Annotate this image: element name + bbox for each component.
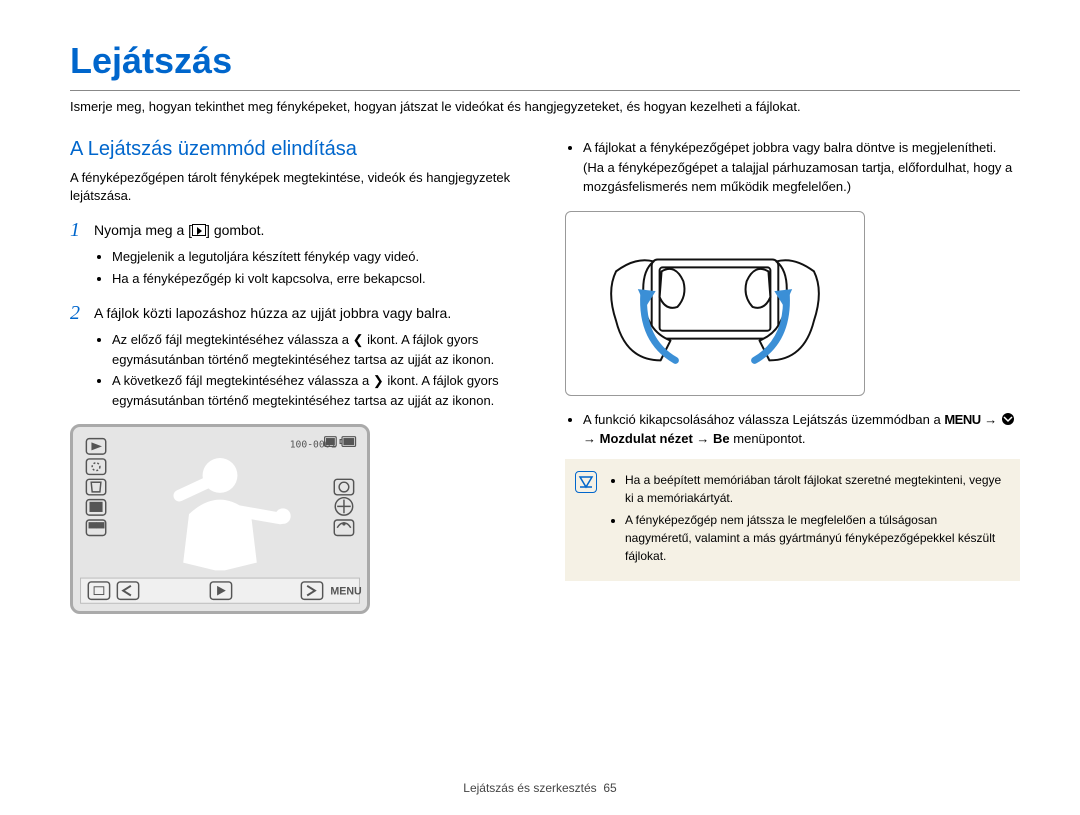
note-item: Ha a beépített memóriában tárolt fájloka… bbox=[625, 471, 1006, 507]
note-item: A fényképezőgép nem játssza le megfelelő… bbox=[625, 511, 1006, 565]
camera-tilt-figure bbox=[565, 211, 865, 396]
left-column: A Lejátszás üzemmód elindítása A fénykép… bbox=[70, 138, 525, 614]
section-title: A Lejátszás üzemmód elindítása bbox=[70, 138, 525, 161]
substep: A következő fájl megtekintéséhez válassz… bbox=[112, 371, 525, 410]
note-icon bbox=[575, 471, 597, 493]
step-number: 1 bbox=[70, 219, 94, 241]
right-bullets-2: A funkció kikapcsolásához válassza Leját… bbox=[583, 410, 1020, 449]
step-2: 2 A fájlok közti lapozáshoz húzza az ujj… bbox=[70, 302, 525, 324]
play-icon bbox=[192, 224, 206, 236]
page-title: Lejátszás bbox=[70, 40, 1020, 82]
right-bullets: A fájlokat a fényképezőgépet jobbra vagy… bbox=[583, 138, 1020, 197]
right-bullet: A funkció kikapcsolásához válassza Leját… bbox=[583, 410, 1020, 449]
step-text: A fájlok közti lapozáshoz húzza az ujját… bbox=[94, 302, 451, 324]
right-bullet: A fájlokat a fényképezőgépet jobbra vagy… bbox=[583, 138, 1020, 197]
substep: Megjelenik a legutoljára készített fényk… bbox=[112, 247, 525, 267]
right-column: A fájlokat a fényképezőgépet jobbra vagy… bbox=[565, 138, 1020, 614]
substep: Ha a fényképezőgép ki volt kapcsolva, er… bbox=[112, 269, 525, 289]
bold-text: Mozdulat nézet bbox=[600, 431, 693, 446]
title-divider bbox=[70, 90, 1020, 91]
footer-text: Lejátszás és szerkesztés bbox=[463, 781, 596, 795]
menu-label: MENU bbox=[330, 586, 362, 598]
down-chevron-icon bbox=[1001, 412, 1015, 427]
substep: Az előző fájl megtekintéséhez válassza a… bbox=[112, 330, 525, 369]
step1-post: ] gombot. bbox=[206, 222, 264, 238]
intro-text: Ismerje meg, hogyan tekinthet meg fényké… bbox=[70, 99, 1020, 114]
section-desc: A fényképezőgépen tárolt fényképek megte… bbox=[70, 169, 525, 205]
page-footer: Lejátszás és szerkesztés 65 bbox=[0, 781, 1080, 795]
step-1-substeps: Megjelenik a legutoljára készített fényk… bbox=[112, 247, 525, 288]
page-number: 65 bbox=[603, 781, 616, 795]
step-1: 1 Nyomja meg a [ ] gombot. bbox=[70, 219, 525, 241]
step1-pre: Nyomja meg a [ bbox=[94, 222, 192, 238]
camera-lcd-figure: 100-0001 bbox=[70, 424, 370, 614]
content-columns: A Lejátszás üzemmód elindítása A fénykép… bbox=[70, 138, 1020, 614]
bullet2-end: menüpontot. bbox=[730, 431, 806, 446]
step-2-substeps: Az előző fájl megtekintéséhez válassza a… bbox=[112, 330, 525, 410]
bold-text: Be bbox=[713, 431, 730, 446]
bullet2-pre: A funkció kikapcsolásához válassza Leját… bbox=[583, 412, 944, 427]
step-text: Nyomja meg a [ ] gombot. bbox=[94, 219, 264, 241]
menu-icon: MENU bbox=[944, 412, 980, 427]
step-number: 2 bbox=[70, 302, 94, 324]
note-box: Ha a beépített memóriában tárolt fájloka… bbox=[565, 459, 1020, 581]
